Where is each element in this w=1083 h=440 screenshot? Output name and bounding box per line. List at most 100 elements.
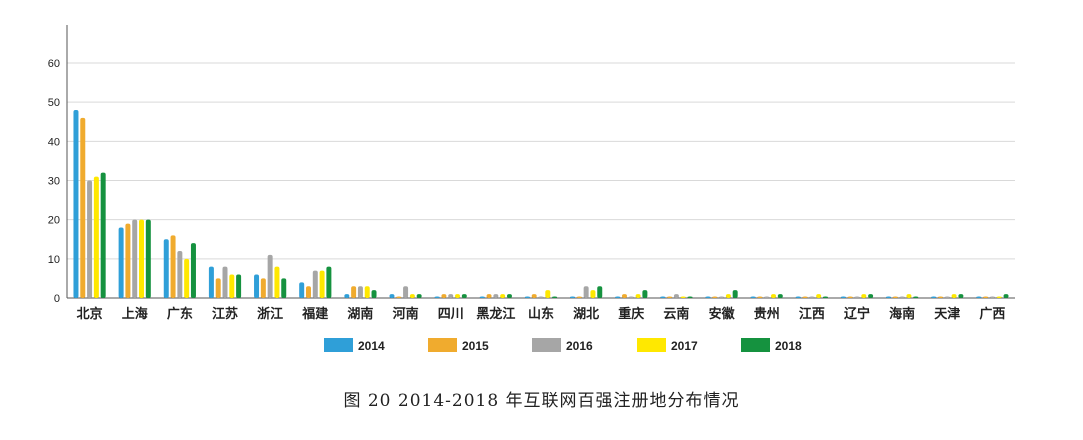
bar-2018 <box>868 294 874 298</box>
bar-2016 <box>854 296 860 298</box>
bar-2018 <box>913 296 919 298</box>
bar-2015 <box>802 296 808 298</box>
bar-2015 <box>847 296 853 298</box>
bar-2014 <box>976 296 982 298</box>
bar-2015 <box>983 296 989 298</box>
bar-2015 <box>892 296 898 298</box>
bar-2016 <box>719 296 725 298</box>
bar-2017 <box>545 290 551 298</box>
bar-2015 <box>80 117 86 298</box>
bar-2018 <box>687 296 693 298</box>
legend: 2014 2015 2016 2017 2018 <box>324 338 802 353</box>
bar-2017 <box>229 274 235 298</box>
bar-2014 <box>615 296 621 298</box>
legend-swatch <box>637 338 666 352</box>
bar-2015 <box>531 294 537 298</box>
bar-2017 <box>139 219 145 298</box>
bar-2017 <box>951 294 957 298</box>
bar-2014 <box>118 227 124 298</box>
bar-2014 <box>344 294 350 298</box>
bar-2016 <box>177 251 183 298</box>
bar-2017 <box>635 294 641 298</box>
bar-2015 <box>260 278 266 298</box>
bar-2014 <box>479 296 485 298</box>
bar-2018 <box>190 243 196 298</box>
bar-2014 <box>660 296 666 298</box>
x-axis-categories: 北京 上海 广东 江苏 浙江 福建 湖南 河南 四川 黑龙江 山东 湖北 重庆 云南 安徽 贵州 江西 辽宁 海南 天… <box>77 306 1006 322</box>
legend-label: 2016 <box>566 339 593 353</box>
bar-2018 <box>732 290 738 298</box>
x-category-label: 海南 <box>889 306 915 322</box>
bar-2015 <box>215 278 221 298</box>
x-category-label: 广东 <box>167 306 193 322</box>
bar-2016 <box>267 254 273 298</box>
bar-2015 <box>125 223 131 298</box>
legend-swatch <box>741 338 770 352</box>
bar-2016 <box>944 296 950 298</box>
y-tick-label: 50 <box>48 97 60 109</box>
bar-2018 <box>461 294 467 298</box>
x-category-label: 天津 <box>934 306 960 322</box>
bar-2015 <box>576 296 582 298</box>
x-category-label: 四川 <box>438 307 464 322</box>
y-tick-label: 10 <box>48 254 60 266</box>
bar-2014 <box>931 296 937 298</box>
bar-2017 <box>184 258 190 298</box>
gridlines <box>67 62 1015 260</box>
bar-2017 <box>996 296 1002 298</box>
bar-2017 <box>906 294 912 298</box>
bar-2015 <box>305 286 311 298</box>
figure-caption: 图 20 2014-2018 年互联网百强注册地分布情况 <box>343 391 740 411</box>
y-tick-label: 40 <box>48 136 60 148</box>
legend-label: 2015 <box>462 339 489 353</box>
bar-2017 <box>590 290 596 298</box>
y-tick-label: 30 <box>48 176 60 188</box>
x-category-label: 安徽 <box>709 306 736 322</box>
x-category-label: 云南 <box>663 306 689 322</box>
y-tick-label: 0 <box>54 293 60 305</box>
bar-2016 <box>899 296 905 298</box>
bar-2017 <box>364 286 370 298</box>
bars <box>73 110 1009 298</box>
x-category-label: 重庆 <box>618 306 644 322</box>
bar-chart: 0 10 20 30 40 50 60 北京 上海 广东 江苏 浙江 福建 湖南 河南 四川 黑龙江 山东 湖北 重… <box>48 25 1015 353</box>
bar-2014 <box>389 294 395 298</box>
bar-2014 <box>208 266 214 298</box>
bar-2014 <box>886 296 892 298</box>
bar-2015 <box>667 296 673 298</box>
bar-2016 <box>448 294 454 298</box>
bar-2016 <box>989 296 995 298</box>
bar-2014 <box>840 296 846 298</box>
bar-2016 <box>628 296 634 298</box>
bar-2018 <box>597 286 603 298</box>
bar-2015 <box>351 286 357 298</box>
bar-2014 <box>299 282 305 298</box>
bar-2016 <box>403 286 409 298</box>
x-category-label: 黑龙江 <box>476 306 515 322</box>
x-category-label: 辽宁 <box>844 306 870 322</box>
legend-swatch <box>324 338 353 352</box>
bar-2014 <box>750 296 756 298</box>
x-category-label: 江苏 <box>212 306 238 322</box>
bar-2014 <box>705 296 711 298</box>
bar-2018 <box>822 296 828 298</box>
bar-2018 <box>371 290 377 298</box>
x-category-label: 湖北 <box>573 307 599 322</box>
bar-2015 <box>396 296 402 298</box>
bar-2018 <box>958 294 964 298</box>
y-axis-ticks: 0 10 20 30 40 50 60 <box>48 58 60 305</box>
bar-2015 <box>441 294 447 298</box>
bar-2016 <box>538 296 544 298</box>
y-tick-label: 60 <box>48 58 60 70</box>
bar-2014 <box>73 110 79 298</box>
bar-2016 <box>357 286 363 298</box>
bar-2018 <box>281 278 287 298</box>
x-category-label: 河南 <box>393 306 419 322</box>
bar-2018 <box>236 274 242 298</box>
bar-2016 <box>312 270 318 298</box>
bar-2017 <box>93 176 99 298</box>
bar-2018 <box>777 294 783 298</box>
legend-label: 2018 <box>775 339 802 353</box>
bar-2016 <box>87 180 93 298</box>
bar-2018 <box>145 219 151 298</box>
